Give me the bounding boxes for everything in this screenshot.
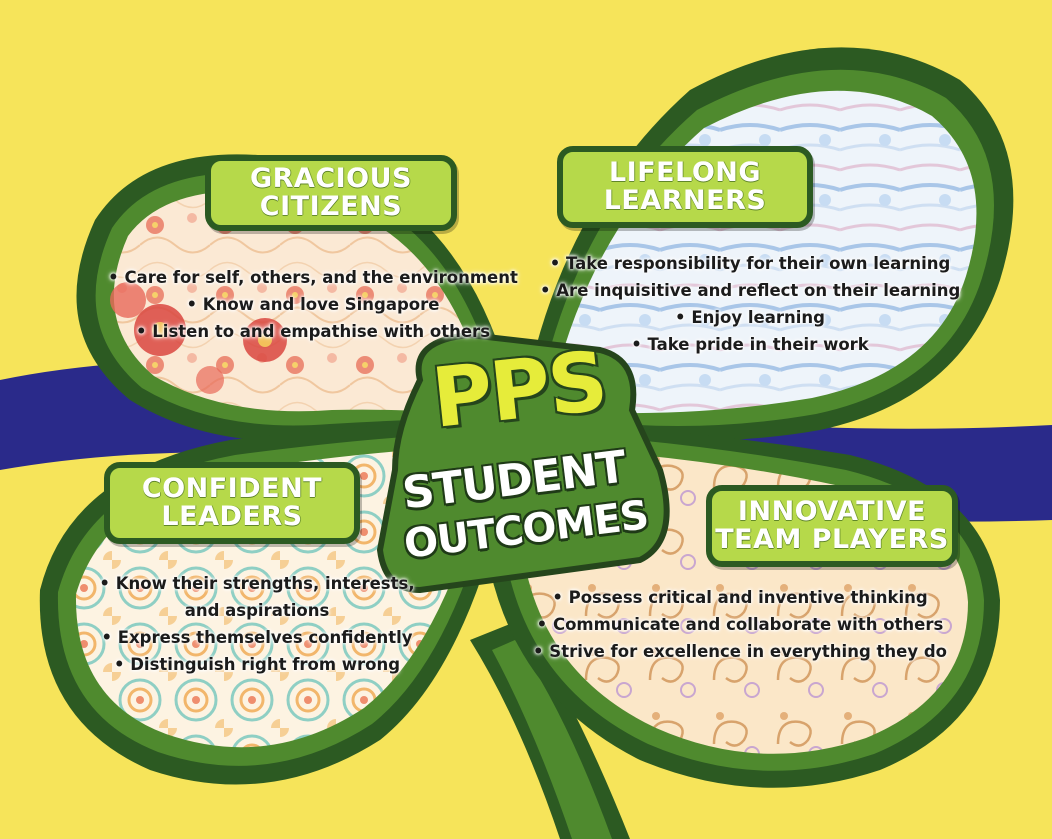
list-item: • Express themselves confidently [101,628,413,647]
confident-leaders-list: • Know their strengths, interests, and a… [92,570,422,678]
center-badge [376,331,670,594]
plum-blossom-decoration [110,282,287,394]
heading-line: GRACIOUS [249,163,413,194]
heading-line: LIFELONG [608,157,762,188]
list-item: • Listen to and empathise with others [135,322,491,341]
list-item: • Communicate and collaborate with other… [536,615,944,634]
gracious-citizens-list: • Care for self, others, and the environ… [108,264,518,345]
heading-line: INNOVATIVE [737,496,927,527]
list-item: • Enjoy learning [675,308,825,327]
heading-line: TEAM PLAYERS [715,524,949,555]
gracious-citizens-heading: GRACIOUS CITIZENS [205,155,457,231]
heading-line: CONFIDENT [141,473,323,504]
list-item: • Possess critical and inventive thinkin… [552,588,928,607]
list-item: and aspirations [184,601,330,620]
list-item: • Know their strengths, interests, [99,574,415,593]
lifelong-learners-list: • Take responsibility for their own lear… [540,250,960,358]
list-item: • Strive for excellence in everything th… [533,642,947,661]
heading-line: LEARNERS [603,185,767,216]
heading-line: CITIZENS [259,191,403,222]
pps-title: PPS [427,334,611,447]
list-item: • Distinguish right from wrong [113,655,401,674]
list-item: • Care for self, others, and the environ… [108,268,518,287]
list-item: • Are inquisitive and reflect on their l… [540,281,961,300]
list-item: • Know and love Singapore [186,295,440,314]
innovative-team-players-list: • Possess critical and inventive thinkin… [530,584,950,665]
heading-line: LEADERS [161,501,303,532]
list-item: • Take responsibility for their own lear… [549,254,951,273]
lifelong-learners-heading: LIFELONG LEARNERS [557,146,813,228]
confident-leaders-heading: CONFIDENT LEADERS [104,462,360,544]
list-item: • Take pride in their work [631,335,869,354]
innovative-team-players-heading: INNOVATIVE TEAM PLAYERS [706,485,958,567]
